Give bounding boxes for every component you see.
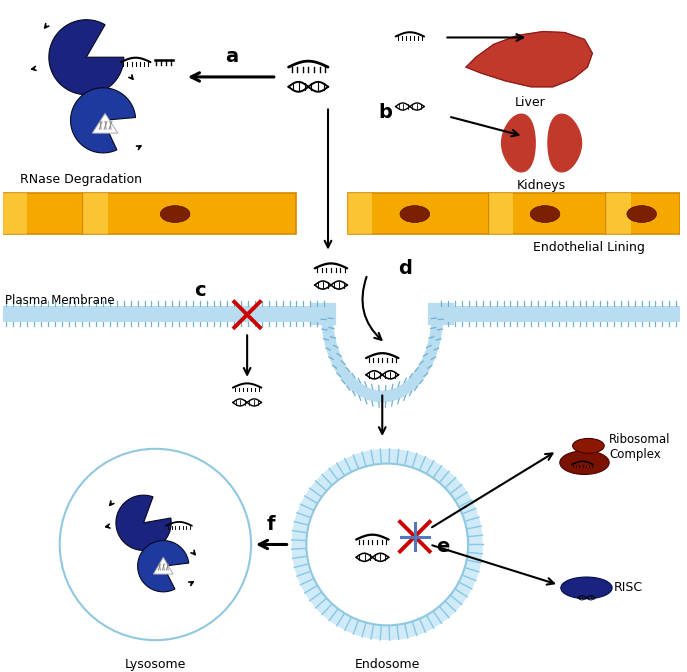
Text: RNase Degradation: RNase Degradation [21,173,142,185]
Ellipse shape [400,206,429,222]
Polygon shape [137,540,189,592]
Bar [3,194,83,234]
Text: d: d [398,259,412,278]
Bar [83,194,297,234]
Bar [348,194,372,234]
Ellipse shape [160,206,190,222]
Polygon shape [321,314,443,403]
Circle shape [306,464,468,626]
Text: b: b [379,103,392,122]
Text: Ribosomal
Complex: Ribosomal Complex [609,433,671,461]
Polygon shape [116,495,171,550]
Polygon shape [71,88,135,153]
Bar [3,194,27,234]
Bar [3,306,325,322]
Polygon shape [502,114,535,172]
Text: Kidneys: Kidneys [517,179,565,192]
Bar [83,194,108,234]
Bar [348,194,488,234]
Polygon shape [49,19,124,95]
Polygon shape [466,32,592,87]
Text: Endosome: Endosome [354,658,420,671]
Text: a: a [225,47,238,66]
Bar [606,194,680,234]
Text: Endothelial Lining: Endothelial Lining [534,241,645,253]
Ellipse shape [573,438,604,453]
Text: RISC: RISC [614,581,643,595]
Text: c: c [194,281,205,300]
Bar [488,194,606,234]
Bar [606,194,631,234]
Text: Plasma Membrane: Plasma Membrane [5,294,115,306]
Text: e: e [436,538,450,556]
Bar [488,194,513,234]
Ellipse shape [530,206,560,222]
Polygon shape [153,557,173,574]
Circle shape [291,449,483,640]
Text: f: f [267,515,275,534]
Ellipse shape [627,206,657,222]
Bar [440,306,680,322]
Ellipse shape [561,577,612,599]
Polygon shape [548,114,581,172]
Circle shape [74,464,236,626]
Circle shape [60,449,251,640]
Ellipse shape [560,451,609,474]
Text: Liver: Liver [515,95,545,109]
Text: Lysosome: Lysosome [125,658,186,671]
Polygon shape [92,114,118,133]
